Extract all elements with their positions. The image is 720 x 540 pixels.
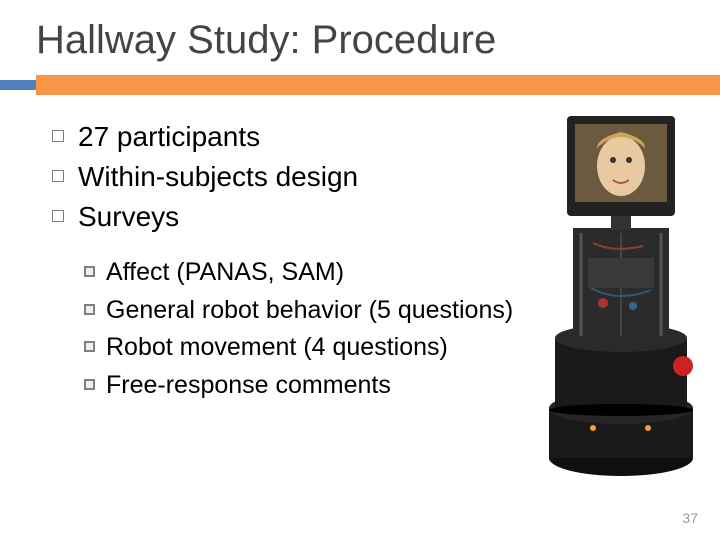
- square-bullet-icon: [84, 266, 95, 277]
- accent-bar: [0, 75, 720, 95]
- slide-title: Hallway Study: Procedure: [0, 0, 720, 75]
- square-bullet-icon: [52, 170, 64, 182]
- square-bullet-icon: [52, 210, 64, 222]
- bullet-text: Surveys: [78, 197, 179, 237]
- bullet-text: Within-subjects design: [78, 157, 358, 197]
- square-bullet-icon: [84, 304, 95, 315]
- square-bullet-icon: [84, 341, 95, 352]
- bullet-text: General robot behavior (5 questions): [106, 292, 513, 330]
- bullet-text: Affect (PANAS, SAM): [106, 254, 344, 292]
- robot-image: [533, 108, 708, 478]
- page-number: 37: [682, 510, 698, 526]
- accent-orange-segment: [36, 75, 720, 95]
- accent-blue-segment: [0, 80, 36, 90]
- bullet-text: Free-response comments: [106, 367, 391, 405]
- bullet-text: Robot movement (4 questions): [106, 329, 448, 367]
- square-bullet-icon: [52, 130, 64, 142]
- bullet-text: 27 participants: [78, 117, 260, 157]
- square-bullet-icon: [84, 379, 95, 390]
